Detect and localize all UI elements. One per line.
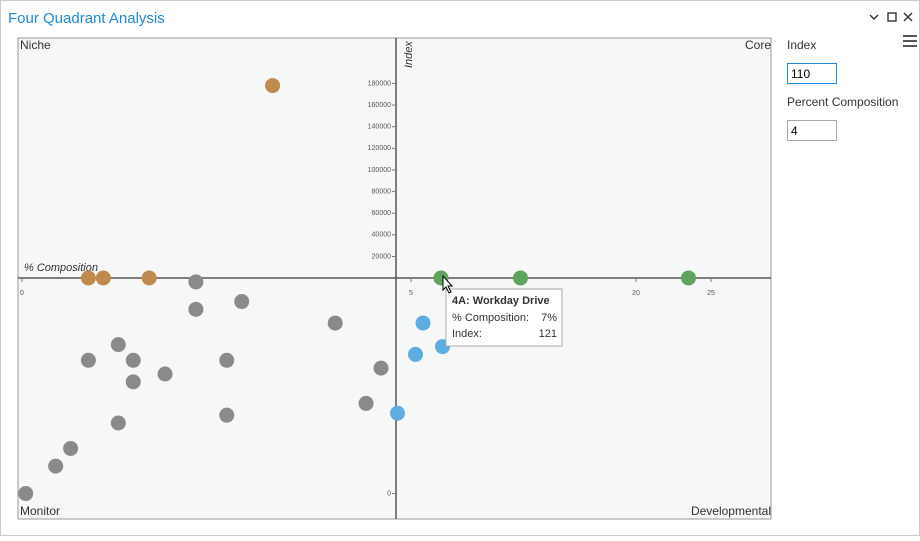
tooltip: 4A: Workday Drive % Composition: 7% Inde…: [445, 288, 563, 347]
data-point: [110, 337, 126, 353]
tooltip-value: 121: [539, 328, 557, 340]
y-tick-label: 40000: [372, 232, 392, 239]
data-point: [219, 407, 235, 423]
data-point: [373, 360, 389, 376]
y-tick-label: 140000: [368, 124, 391, 131]
y-tick-label: 20000: [372, 253, 392, 260]
y-tick-label: 60000: [372, 210, 392, 217]
maximize-button[interactable]: [887, 12, 897, 22]
data-point: [157, 366, 173, 382]
y-tick-label: 120000: [368, 145, 391, 152]
percent-input[interactable]: [787, 120, 837, 141]
data-point: [18, 486, 34, 502]
tooltip-label: Index:: [452, 328, 482, 340]
data-point: [63, 440, 79, 456]
quadrant-label: Monitor: [20, 504, 60, 518]
data-point: [234, 294, 250, 310]
quadrant-label: Developmental: [691, 504, 771, 518]
data-point: [390, 405, 405, 421]
x-tick-label: 5: [409, 290, 413, 297]
tooltip-title: 4A: Workday Drive: [452, 295, 550, 307]
window-title: Four Quadrant Analysis: [8, 10, 165, 27]
x-tick-label: 0: [20, 290, 24, 297]
x-axis-label: % Composition: [24, 262, 98, 274]
data-point: [219, 352, 235, 368]
data-point: [188, 274, 204, 290]
data-point: [415, 315, 431, 331]
y-tick-label: 80000: [372, 188, 392, 195]
data-point: [513, 270, 528, 286]
x-tick-label: 25: [707, 290, 715, 297]
data-point: [110, 415, 126, 431]
close-button[interactable]: [903, 12, 913, 22]
data-point: [265, 78, 281, 94]
data-point: [188, 301, 204, 317]
data-point: [95, 270, 111, 286]
y-tick-label: 0: [387, 490, 391, 497]
quadrant-label: Niche: [20, 38, 51, 52]
data-point: [327, 315, 343, 331]
marks: 0 5 20 25 0 20000 40000 60000 80000 100000 120000 1…: [18, 78, 715, 502]
tooltip-value: 7%: [541, 312, 557, 324]
mouse-cursor: [442, 274, 454, 294]
index-input[interactable]: [787, 63, 837, 84]
data-point: [141, 270, 157, 286]
dropdown-button[interactable]: [869, 14, 879, 20]
y-tick-label: 160000: [368, 102, 391, 109]
field-label: Percent Composition: [787, 95, 898, 109]
field-label: Index: [787, 38, 816, 52]
y-tick-label: 180000: [368, 80, 391, 87]
data-point: [681, 270, 696, 286]
data-point: [80, 352, 96, 368]
tooltip-label: % Composition:: [452, 312, 529, 324]
data-point: [80, 270, 96, 286]
data-point: [125, 374, 141, 390]
menu-button[interactable]: [903, 35, 917, 47]
data-point: [48, 458, 64, 474]
y-tick-label: 100000: [368, 167, 391, 174]
data-point: [358, 395, 374, 411]
x-tick-label: 20: [632, 290, 640, 297]
data-point: [125, 352, 141, 368]
quadrant-label: Core: [745, 38, 771, 52]
data-point: [408, 346, 423, 362]
y-axis-label: Index: [403, 41, 415, 68]
tooltip-box: [445, 288, 563, 347]
